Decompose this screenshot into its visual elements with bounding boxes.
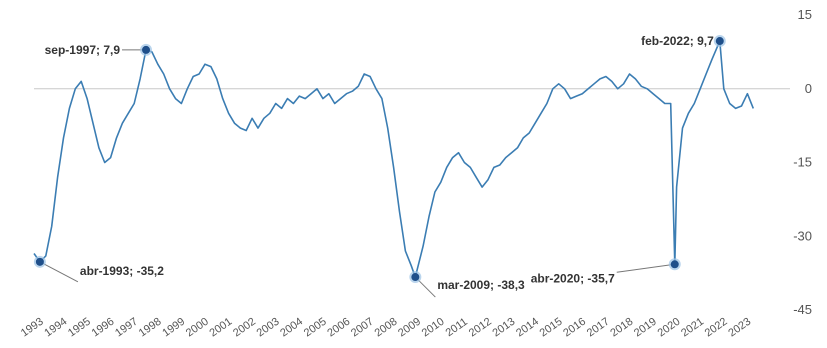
x-tick-label: 2011 xyxy=(444,316,470,339)
x-tick-label: 1998 xyxy=(137,316,164,340)
annotation-marker xyxy=(411,273,420,282)
x-tick-label: 2007 xyxy=(349,316,376,340)
x-tick-label: 2018 xyxy=(608,316,635,340)
x-tick-label: 2016 xyxy=(561,316,588,340)
x-tick-label: 2001 xyxy=(207,316,234,340)
y-tick-label: -15 xyxy=(793,155,812,170)
x-tick-label: 2014 xyxy=(514,316,541,340)
x-tick-label: 2000 xyxy=(184,316,211,340)
annotation-marker xyxy=(670,260,679,269)
x-tick-label: 2008 xyxy=(373,316,400,340)
x-tick-label: 2023 xyxy=(726,316,753,340)
x-tick-label: 2013 xyxy=(490,316,517,340)
annotation-label: abr-2020; -35,7 xyxy=(531,271,615,285)
x-tick-label: 1999 xyxy=(160,316,187,340)
annotation-label: mar-2009; -38,3 xyxy=(437,278,525,292)
x-tick-label: 2022 xyxy=(703,316,730,340)
x-tick-label: 2006 xyxy=(325,316,352,340)
x-tick-label: 1993 xyxy=(19,316,46,340)
x-tick-label: 2009 xyxy=(396,316,423,340)
x-tick-label: 2010 xyxy=(420,316,447,340)
x-tick-label: 2017 xyxy=(585,316,612,340)
x-tick-label: 1994 xyxy=(42,316,69,340)
x-tick-label: 1995 xyxy=(66,316,93,340)
annotation-label: feb-2022; 9,7 xyxy=(641,34,714,48)
x-tick-label: 1997 xyxy=(113,316,140,340)
x-tick-label: 2002 xyxy=(231,316,258,340)
annotation-marker xyxy=(715,37,724,46)
x-tick-label: 2019 xyxy=(632,316,659,340)
annotation-label: abr-1993; -35,2 xyxy=(80,264,164,278)
y-tick-label: 0 xyxy=(805,81,812,96)
y-tick-label: 15 xyxy=(798,7,812,22)
x-tick-label: 2021 xyxy=(679,316,706,340)
annotation-leader xyxy=(616,263,675,273)
annotation-marker xyxy=(142,45,151,54)
annotation-label: sep-1997; 7,9 xyxy=(45,43,121,57)
x-tick-label: 2003 xyxy=(255,316,282,340)
y-tick-label: -30 xyxy=(793,228,812,243)
x-tick-label: 2005 xyxy=(302,316,329,340)
x-tick-label: 2015 xyxy=(538,316,565,340)
x-tick-label: 2004 xyxy=(278,316,305,340)
x-tick-label: 1996 xyxy=(90,316,117,340)
y-axis-ticks: 15 0 -15 -30 -45 xyxy=(793,7,812,317)
annotations: abr-1993; -35,2 sep-1997; 7,9 mar-2009; -3… xyxy=(33,34,726,298)
annotation-marker xyxy=(35,257,44,266)
y-tick-label: -45 xyxy=(793,302,812,317)
series-line xyxy=(33,40,755,278)
x-tick-label: 2020 xyxy=(656,316,683,340)
x-axis-ticks: 1993199419951996199719981999200020012002… xyxy=(19,316,753,340)
annotation-leader xyxy=(39,261,79,283)
x-tick-label: 2012 xyxy=(467,316,494,340)
